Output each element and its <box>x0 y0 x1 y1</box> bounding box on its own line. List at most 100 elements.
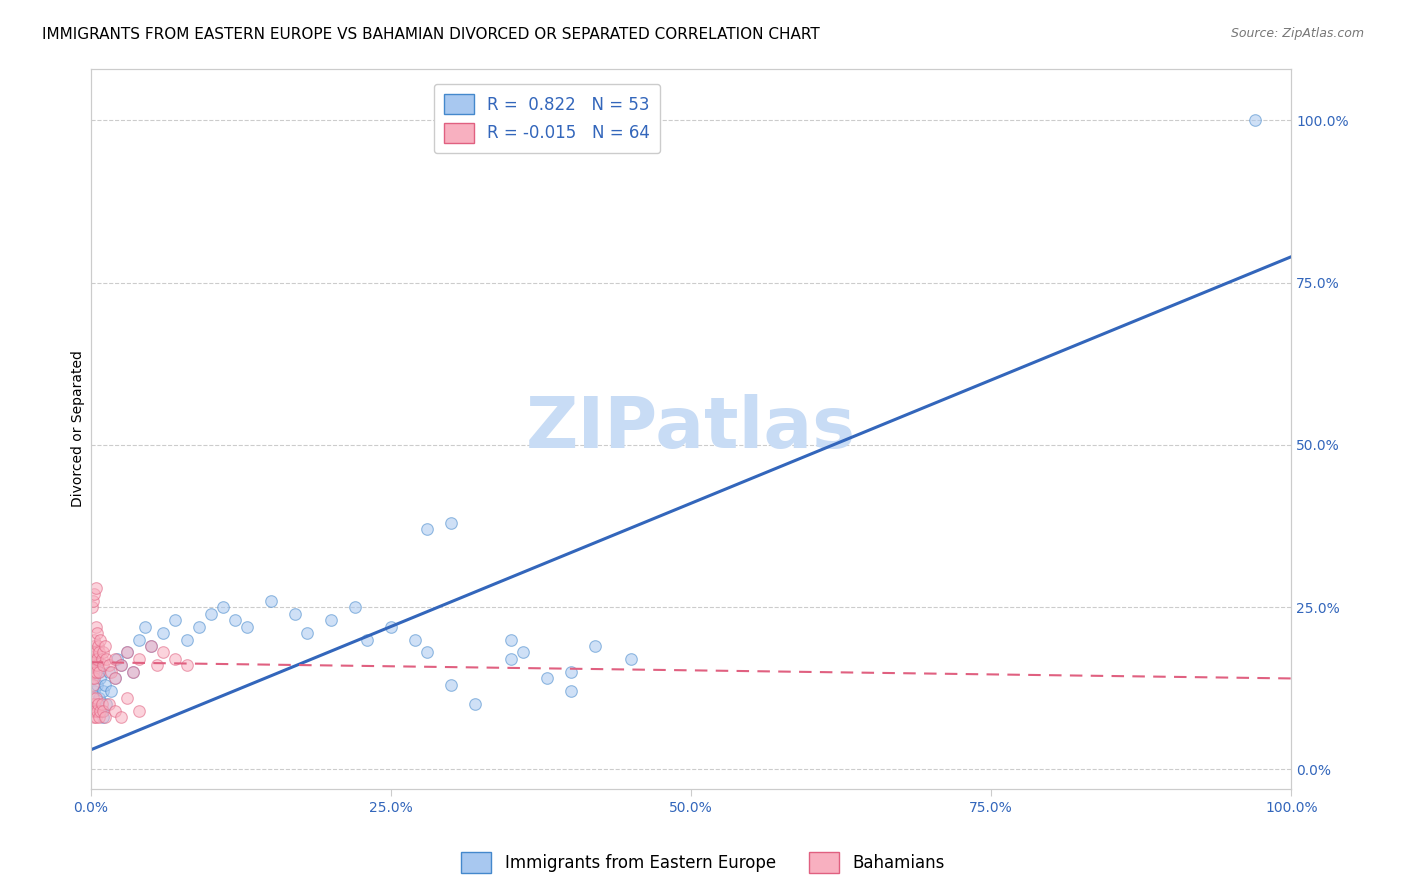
Point <box>89 690 111 705</box>
Point <box>97 665 120 679</box>
Point <box>83 639 105 653</box>
Point <box>86 652 108 666</box>
Point <box>128 704 150 718</box>
Point <box>536 672 558 686</box>
Point <box>90 698 112 712</box>
Point <box>110 658 132 673</box>
Point <box>212 600 235 615</box>
Point <box>84 645 107 659</box>
Point <box>96 652 118 666</box>
Point <box>176 632 198 647</box>
Point <box>91 645 114 659</box>
Point <box>94 710 117 724</box>
Point <box>82 652 104 666</box>
Point <box>200 607 222 621</box>
Point <box>163 652 186 666</box>
Point <box>163 613 186 627</box>
Point <box>97 658 120 673</box>
Point <box>80 665 103 679</box>
Point <box>139 639 162 653</box>
Point <box>440 678 463 692</box>
Point <box>583 639 606 653</box>
Point <box>512 645 534 659</box>
Point <box>146 658 169 673</box>
Point <box>560 665 582 679</box>
Point <box>83 710 105 724</box>
Point <box>90 652 112 666</box>
Point <box>82 645 104 659</box>
Point <box>83 632 105 647</box>
Point <box>82 690 104 705</box>
Point <box>84 581 107 595</box>
Point <box>90 704 112 718</box>
Point <box>100 684 122 698</box>
Point <box>86 698 108 712</box>
Point <box>176 658 198 673</box>
Legend: R =  0.822   N = 53, R = -0.015   N = 64: R = 0.822 N = 53, R = -0.015 N = 64 <box>434 84 659 153</box>
Point <box>89 665 111 679</box>
Point <box>560 684 582 698</box>
Point <box>187 619 209 633</box>
Point <box>84 658 107 673</box>
Point <box>82 672 104 686</box>
Point <box>416 522 439 536</box>
Point <box>89 710 111 724</box>
Point <box>115 645 138 659</box>
Point <box>115 645 138 659</box>
Point <box>104 672 127 686</box>
Point <box>83 658 105 673</box>
Point <box>343 600 366 615</box>
Point <box>416 645 439 659</box>
Point <box>105 652 128 666</box>
Point <box>295 626 318 640</box>
Point <box>121 665 143 679</box>
Point <box>94 678 117 692</box>
Point <box>91 704 114 718</box>
Point <box>110 658 132 673</box>
Point <box>319 613 342 627</box>
Point <box>86 704 108 718</box>
Point <box>464 698 486 712</box>
Point <box>84 665 107 679</box>
Text: ZIPatlas: ZIPatlas <box>526 394 856 463</box>
Point <box>89 672 111 686</box>
Point <box>139 639 162 653</box>
Point <box>80 658 103 673</box>
Point <box>121 665 143 679</box>
Point <box>84 619 107 633</box>
Point <box>134 619 156 633</box>
Point <box>94 639 117 653</box>
Point <box>86 678 108 692</box>
Point <box>84 652 107 666</box>
Point <box>260 593 283 607</box>
Legend: Immigrants from Eastern Europe, Bahamians: Immigrants from Eastern Europe, Bahamian… <box>454 846 952 880</box>
Point <box>115 690 138 705</box>
Point <box>80 672 103 686</box>
Point <box>236 619 259 633</box>
Point <box>110 710 132 724</box>
Point <box>89 632 111 647</box>
Point <box>83 684 105 698</box>
Point <box>284 607 307 621</box>
Point <box>356 632 378 647</box>
Point <box>1244 113 1267 128</box>
Point <box>100 665 122 679</box>
Point <box>620 652 643 666</box>
Point <box>84 690 107 705</box>
Point <box>104 704 127 718</box>
Point <box>89 704 111 718</box>
Point <box>82 665 104 679</box>
Point <box>104 672 127 686</box>
Point <box>83 672 105 686</box>
Point <box>86 626 108 640</box>
Text: Source: ZipAtlas.com: Source: ZipAtlas.com <box>1230 27 1364 40</box>
Point <box>80 698 103 712</box>
Text: IMMIGRANTS FROM EASTERN EUROPE VS BAHAMIAN DIVORCED OR SEPARATED CORRELATION CHA: IMMIGRANTS FROM EASTERN EUROPE VS BAHAMI… <box>42 27 820 42</box>
Point <box>91 684 114 698</box>
Point <box>89 645 111 659</box>
Point <box>80 600 103 615</box>
Point <box>152 626 174 640</box>
Point <box>91 658 114 673</box>
Point <box>84 710 107 724</box>
Point <box>128 632 150 647</box>
